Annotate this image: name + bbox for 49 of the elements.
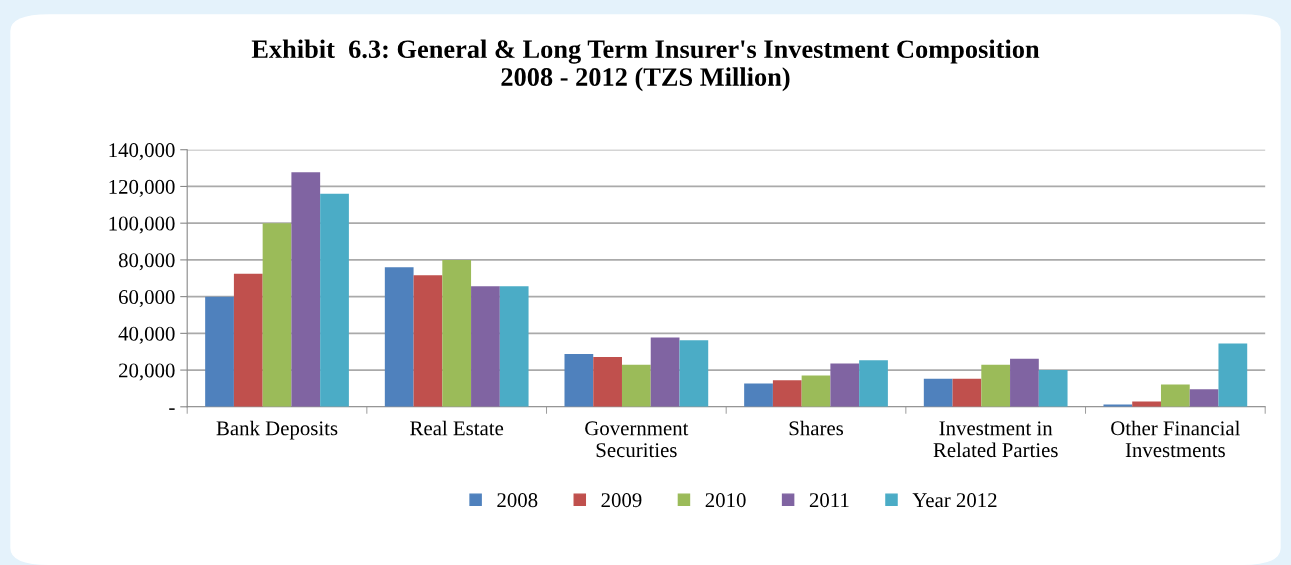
bar [1132,401,1161,407]
y-tick-label: 100,000 [109,216,175,234]
x-tick-label: Government Securities [585,421,689,458]
bar [291,172,321,407]
legend-label: 2010 [705,493,746,508]
x-tick-label: Real Estate [410,420,504,436]
x-tick-label: Other Financial Investments [1111,420,1241,458]
bar [1218,343,1248,407]
bar [1189,389,1219,407]
bar [650,337,680,407]
y-tick-label: 140,000 [109,143,175,161]
bar [952,378,982,407]
y-tick-label: 80,000 [118,253,175,271]
bar [859,360,888,407]
y-tick-label: 120,000 [109,179,175,197]
bar [471,286,500,407]
bar [923,378,953,407]
bar [442,259,472,407]
bar [772,380,802,407]
bar [384,267,414,407]
bar [262,223,292,407]
bar [499,286,529,407]
chart-title: Exhibit 6.3: General & Long Term Insurer's Investment Composition 2008 - 2012 (TZS Million) [251,39,1040,92]
bar [1038,370,1068,407]
bar [593,357,622,407]
bar [413,275,443,407]
x-tick-label: Investment in Related Parties [933,421,1058,458]
bar [801,375,831,407]
y-tick-label: 40,000 [118,326,175,344]
y-tick-label: 60,000 [118,290,175,308]
bar [320,193,349,407]
y-tick-label: - [169,408,175,410]
legend-label: Year 2012 [912,493,997,508]
bar [1160,384,1190,407]
bar [564,354,594,407]
bar [621,364,651,407]
y-tick-label: 20,000 [119,363,175,381]
bar [679,340,709,407]
bar [233,273,263,407]
bar [1010,358,1039,407]
legend-label: 2008 [497,493,538,508]
bar [830,363,860,407]
bar [981,364,1011,407]
x-tick-label: Shares [789,420,844,436]
bar [205,296,234,407]
legend-label: 2011 [809,493,849,508]
x-tick-label: Bank Deposits [216,420,338,440]
legend-label: 2009 [601,493,642,508]
bar [744,383,773,407]
